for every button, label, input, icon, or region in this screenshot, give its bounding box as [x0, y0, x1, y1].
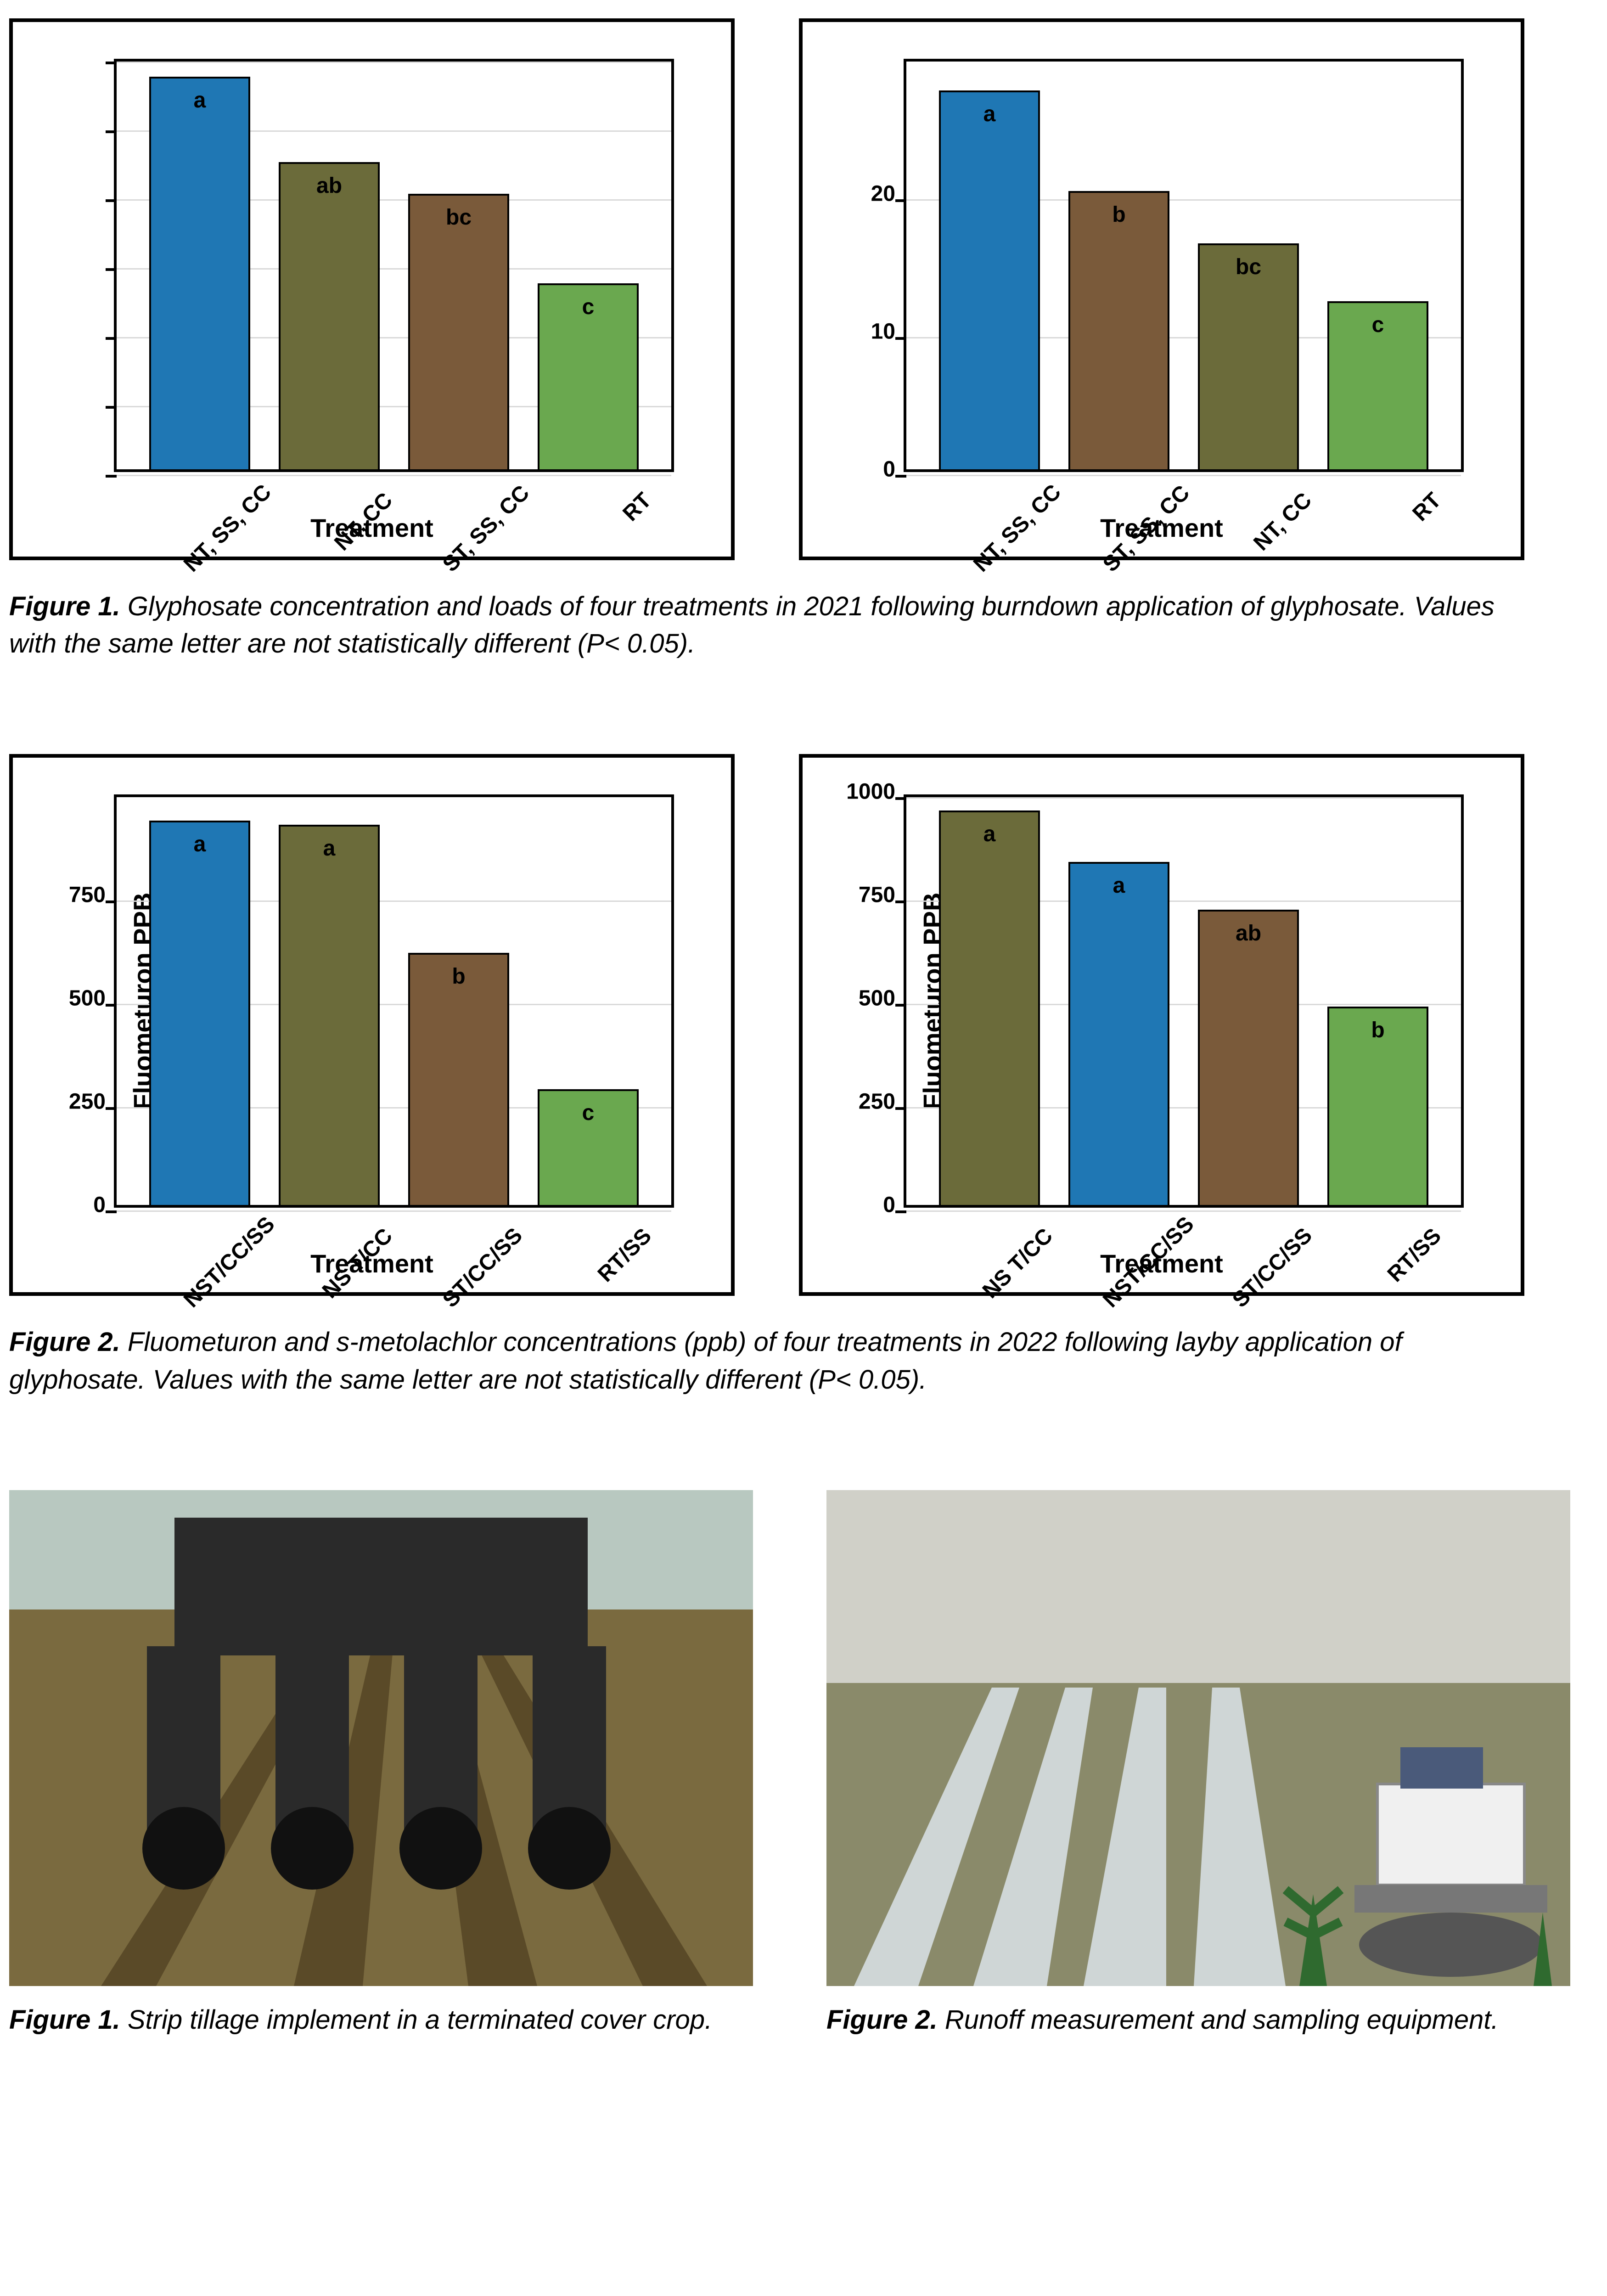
sig-letter: a [983, 822, 996, 847]
plot-frame: Glyphosate Loads g ha ⁻¹01020abbccNT, SS… [904, 59, 1464, 472]
ytick-mark [106, 337, 117, 340]
figure-1-caption: Figure 1. Glyphosate concentration and l… [9, 588, 1524, 662]
caption-lead: Figure 1. [9, 2005, 120, 2035]
bar: bc [1198, 243, 1299, 469]
sig-letter: c [582, 1100, 595, 1125]
photo-1-block: Figure 1. Strip tillage implement in a t… [9, 1490, 753, 2035]
x-axis-title-wrap: Treatment [803, 1249, 1521, 1278]
fig1-left-panel: a ab bc c NT, SS, CCNT, CCST, SS, CCRTTreatm… [9, 18, 735, 560]
sig-letter: b [1371, 1018, 1384, 1043]
photo-row: Figure 1. Strip tillage implement in a t… [9, 1490, 1598, 2035]
fig1-right-panel: Glyphosate Loads g ha ⁻¹01020abbccNT, SS… [799, 18, 1524, 560]
ytick-label: 250 [859, 1089, 906, 1114]
sig-letter: a [194, 88, 206, 113]
sig-letter: a [1113, 873, 1125, 898]
bar: b [408, 953, 509, 1205]
ytick-mark [106, 62, 117, 64]
caption-text: Glyphosate concentration and loads of fo… [9, 591, 1495, 658]
sig-letter: a [194, 832, 206, 857]
sig-letter: c [1372, 312, 1384, 338]
plot-frame: Fluometuron PPB02505007501000aaabbNS T/C… [904, 794, 1464, 1208]
bar: b [1068, 191, 1169, 469]
photo-1-caption: Figure 1. Strip tillage implement in a t… [9, 2004, 753, 2035]
ytick-mark [106, 475, 117, 478]
ytick-mark [106, 406, 117, 409]
ytick-label: 1000 [846, 779, 906, 805]
bar: c [538, 283, 639, 469]
fig2-left-panel: Fluometuron PPB0250500750aabcNST/CC/SSNS… [9, 754, 735, 1296]
x-labels: NST/CC/SSNS T/CCST/CC/SSRT/SS [117, 1205, 671, 1249]
ytick-mark [106, 268, 117, 271]
ytick-label: 20 [871, 181, 906, 207]
ytick-mark [106, 199, 117, 202]
caption-text: Runoff measurement and sampling equipmen… [938, 2005, 1499, 2035]
bar: a [149, 821, 250, 1205]
ytick-label: 500 [69, 986, 117, 1011]
figure-2-panels: Fluometuron PPB0250500750aabcNST/CC/SSNS… [9, 754, 1598, 1296]
x-axis-title-wrap: Treatment [13, 1249, 731, 1278]
photo-2 [826, 1490, 1570, 1986]
photo-2-caption: Figure 2. Runoff measurement and samplin… [826, 2004, 1570, 2035]
sig-letter: bc [446, 205, 472, 230]
bar: a [279, 825, 380, 1205]
x-labels: NT, SS, CCST, SS, CCNT, CCRT [906, 469, 1461, 513]
figure-2-caption: Figure 2. Fluometuron and s-metolachlor … [9, 1323, 1524, 1398]
caption-lead: Figure 2. [9, 1327, 120, 1357]
ytick-label: 0 [883, 457, 906, 482]
photo-1 [9, 1490, 753, 1986]
bar: a [939, 90, 1040, 469]
plot-frame: Fluometuron PPB0250500750aabcNST/CC/SSNS… [114, 794, 674, 1208]
caption-lead: Figure 1. [9, 591, 120, 621]
sig-letter: b [452, 964, 465, 989]
ytick-label: 0 [883, 1193, 906, 1218]
sig-letter: b [1112, 202, 1125, 227]
bar: ab [279, 162, 380, 469]
figure-2-block: Fluometuron PPB0250500750aabcNST/CC/SSNS… [9, 754, 1598, 1398]
plot-frame: aabbccNT, SS, CCNT, CCST, SS, CCRT [114, 59, 674, 472]
bars-container: a b bc c [906, 62, 1461, 469]
ytick-label: 750 [69, 883, 117, 908]
bar: a [1068, 862, 1169, 1205]
figure-1-block: aabbccNT, SS, CCNT, CCST, SS, CCRTTreatm… [9, 18, 1598, 662]
figure-1-panels: aabbccNT, SS, CCNT, CCST, SS, CCRTTreatm… [9, 18, 1598, 560]
bar: c [1327, 301, 1428, 469]
x-axis-title-wrap: Treatment [803, 513, 1521, 543]
ytick-label: 250 [69, 1089, 117, 1114]
sig-letter: c [582, 294, 595, 320]
photo-2-block: Figure 2. Runoff measurement and samplin… [826, 1490, 1570, 2035]
x-axis-title-wrap: Treatment [13, 513, 731, 543]
bars-container: a ab bc c [117, 62, 671, 469]
sig-letter: ab [1236, 921, 1261, 946]
caption-text: Strip tillage implement in a terminated … [120, 2005, 712, 2035]
bar: a [939, 810, 1040, 1205]
ytick-label: 750 [859, 883, 906, 908]
bar: b [1327, 1007, 1428, 1205]
caption-lead: Figure 2. [826, 2005, 938, 2035]
sig-letter: bc [1236, 254, 1261, 280]
ytick-mark [106, 130, 117, 133]
bar: c [538, 1089, 639, 1205]
bars-container: a a b c [117, 797, 671, 1205]
ytick-label: 0 [93, 1193, 117, 1218]
bar: a [149, 77, 250, 469]
bar: bc [408, 194, 509, 469]
caption-text: Fluometuron and s-metolachlor concentrat… [9, 1327, 1402, 1394]
sig-letter: ab [316, 173, 342, 198]
x-labels: NS T/CCNST/CC/SSST/CC/SSRT/SS [906, 1205, 1461, 1249]
sig-letter: a [983, 101, 996, 127]
bars-container: a a ab b [906, 797, 1461, 1205]
ytick-label: 10 [871, 319, 906, 344]
bar: ab [1198, 910, 1299, 1205]
ytick-label: 500 [859, 986, 906, 1011]
x-labels: NT, SS, CCNT, CCST, SS, CCRT [117, 469, 671, 513]
fig2-right-panel: Fluometuron PPB02505007501000aaabbNS T/C… [799, 754, 1524, 1296]
sig-letter: a [323, 836, 336, 861]
